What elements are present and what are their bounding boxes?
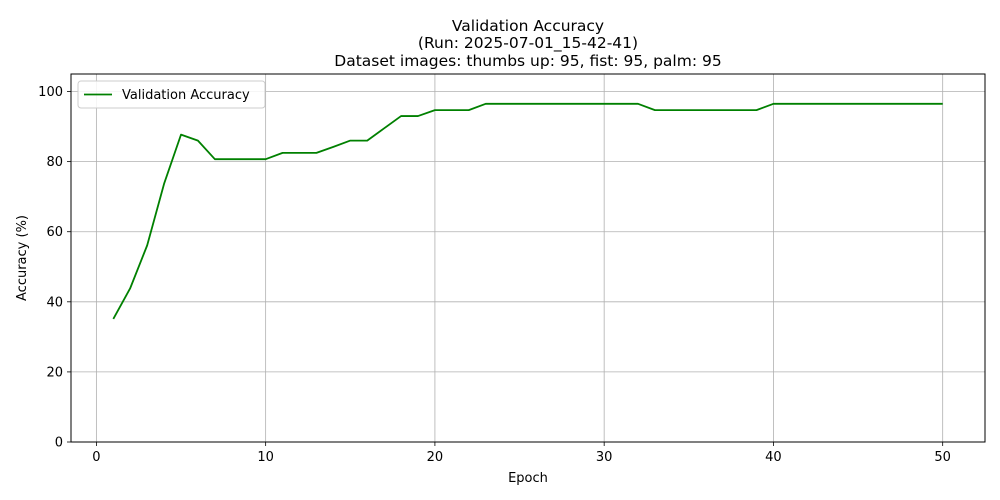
legend: Validation Accuracy bbox=[77, 80, 266, 109]
chart-title: Validation Accuracy bbox=[452, 17, 604, 35]
grid-lines bbox=[71, 74, 985, 443]
series-line-validation-accuracy bbox=[112, 102, 943, 320]
x-tick-label: 50 bbox=[934, 450, 951, 465]
y-tick-label: 0 bbox=[55, 436, 63, 451]
x-tick-label: 40 bbox=[765, 450, 782, 465]
chart-subtitle-line-1: (Run: 2025-07-01_15-42-41) bbox=[418, 34, 638, 53]
plot-area-frame bbox=[70, 73, 986, 443]
y-tick-label: 80 bbox=[46, 155, 63, 170]
y-axis-label: Accuracy (%) bbox=[15, 215, 30, 301]
x-tick-label: 20 bbox=[427, 450, 444, 465]
y-axis-ticks: 0 20 40 60 80 100 bbox=[38, 85, 71, 451]
y-tick-label: 60 bbox=[46, 225, 63, 240]
legend-box bbox=[77, 80, 266, 109]
x-axis-ticks: 0 10 20 30 40 50 bbox=[92, 442, 951, 465]
y-tick-label: 20 bbox=[46, 365, 63, 380]
y-tick-label: 40 bbox=[46, 295, 63, 310]
series-layer bbox=[112, 102, 943, 320]
chart-subtitle-line-2: Dataset images: thumbs up: 95, fist: 95,… bbox=[334, 52, 721, 70]
x-tick-label: 30 bbox=[596, 450, 613, 465]
legend-label: Validation Accuracy bbox=[122, 88, 250, 103]
y-tick-label: 100 bbox=[38, 85, 63, 100]
x-axis-label: Epoch bbox=[508, 471, 548, 486]
x-tick-label: 10 bbox=[257, 450, 274, 465]
x-tick-label: 0 bbox=[92, 450, 100, 465]
